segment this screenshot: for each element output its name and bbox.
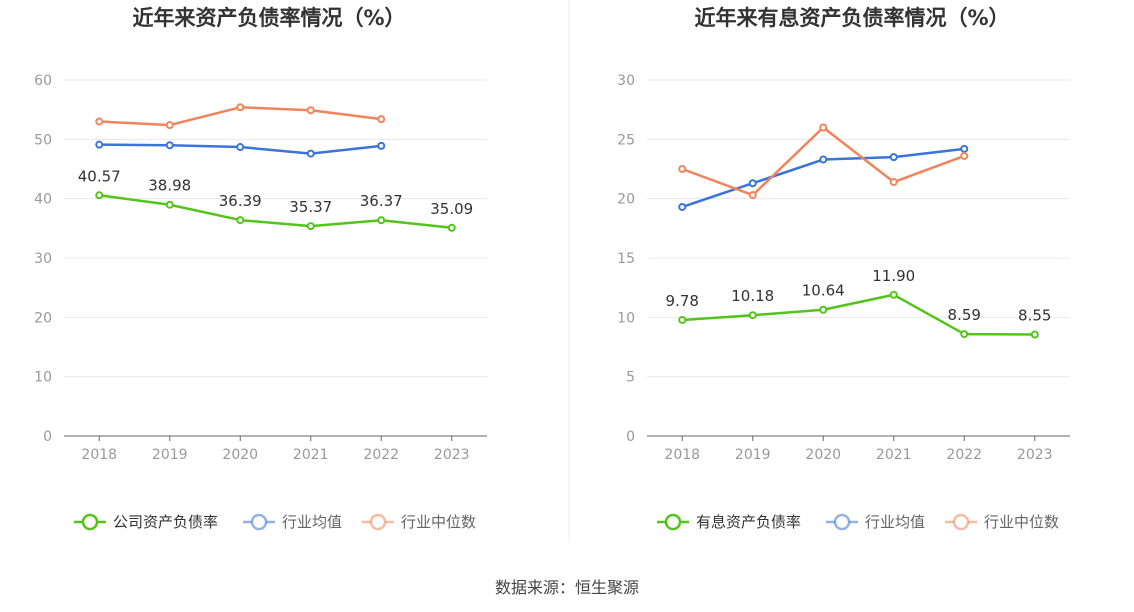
data-point-industry_median xyxy=(95,117,104,126)
x-tick-label: 2023 xyxy=(1017,447,1053,463)
y-tick-label: 50 xyxy=(34,132,52,148)
data-point-industry_avg xyxy=(748,179,757,188)
legend-label: 行业中位数 xyxy=(401,513,476,531)
data-point-industry_avg xyxy=(165,141,174,150)
x-tick-label: 2020 xyxy=(222,447,258,463)
data-point-industry_avg xyxy=(960,144,969,153)
y-tick-label: 60 xyxy=(34,73,52,89)
data-point-company xyxy=(377,216,386,225)
x-tick-label: 2023 xyxy=(434,447,470,463)
legend-item-industry_median: 行业中位数 xyxy=(362,513,476,531)
data-label: 8.59 xyxy=(948,306,981,324)
data-point-industry_avg xyxy=(819,155,828,164)
legend-label: 有息资产负债率 xyxy=(696,513,801,531)
data-label: 8.55 xyxy=(1018,307,1051,325)
legend-item-industry_avg: 行业均值 xyxy=(243,513,342,531)
y-tick-label: 0 xyxy=(626,429,635,445)
y-tick-label: 20 xyxy=(34,310,52,326)
data-label: 9.78 xyxy=(666,292,699,310)
x-tick-label: 2019 xyxy=(735,447,771,463)
y-tick-label: 30 xyxy=(34,251,52,267)
legend-marker xyxy=(81,513,99,531)
x-tick-label: 2019 xyxy=(152,447,188,463)
data-label: 35.09 xyxy=(430,200,473,218)
data-label: 40.57 xyxy=(78,167,121,185)
data-point-industry_median xyxy=(165,121,174,130)
y-tick-label: 5 xyxy=(626,370,635,386)
data-point-industry_median xyxy=(306,106,315,115)
y-tick-label: 20 xyxy=(617,192,635,208)
data-point-company xyxy=(819,305,828,314)
series-line-company xyxy=(99,194,452,230)
data-point-industry_avg xyxy=(678,202,687,211)
data-label: 38.98 xyxy=(148,177,191,195)
legend-marker xyxy=(369,513,387,531)
legend-marker xyxy=(952,513,970,531)
data-label: 10.64 xyxy=(802,282,845,300)
series-line-company xyxy=(682,293,1035,336)
legend-item-company: 有息资产负债率 xyxy=(657,513,801,531)
data-point-industry_median xyxy=(960,151,969,160)
data-point-company xyxy=(960,330,969,339)
x-tick-label: 2022 xyxy=(363,447,399,463)
x-tick-label: 2018 xyxy=(81,447,117,463)
legend-label: 行业中位数 xyxy=(984,513,1059,531)
data-point-company xyxy=(236,216,245,225)
data-point-industry_median xyxy=(678,165,687,173)
legend-label: 行业均值 xyxy=(865,513,925,531)
data-point-company xyxy=(165,200,174,209)
chart-title: 近年来资产负债率情况（%） xyxy=(132,6,405,30)
x-tick-label: 2022 xyxy=(946,447,982,463)
data-point-company xyxy=(1030,330,1039,339)
data-point-industry_avg xyxy=(236,143,245,152)
data-point-company xyxy=(889,290,898,299)
data-point-company xyxy=(748,311,757,320)
x-tick-label: 2020 xyxy=(805,447,841,463)
y-tick-label: 15 xyxy=(617,251,635,267)
legend-item-industry_avg: 行业均值 xyxy=(826,513,925,531)
data-point-company xyxy=(678,315,687,324)
data-point-industry_median xyxy=(377,115,386,124)
data-label: 35.37 xyxy=(289,198,332,216)
data-label: 10.18 xyxy=(731,287,774,305)
x-tick-label: 2021 xyxy=(876,447,912,463)
legend-label: 行业均值 xyxy=(282,513,342,531)
data-point-industry_avg xyxy=(306,149,315,158)
y-tick-label: 30 xyxy=(617,73,635,89)
y-tick-label: 25 xyxy=(617,132,635,148)
legend-item-company: 公司资产负债率 xyxy=(74,513,218,531)
data-point-industry_median xyxy=(748,191,757,200)
data-point-industry_avg xyxy=(889,153,898,162)
chart-title: 近年来有息资产负债率情况（%） xyxy=(694,6,1009,30)
data-point-industry_median xyxy=(889,178,898,187)
legend-marker xyxy=(250,513,268,531)
data-point-industry_median xyxy=(819,123,828,132)
legend-label: 公司资产负债率 xyxy=(113,513,218,531)
legend-item-industry_median: 行业中位数 xyxy=(945,513,1059,531)
chart-panel-2: 近年来有息资产负债率情况（%） 0 5 10 15 20 25 30 2018 2019 2020 2… xyxy=(617,6,1070,531)
chart-panel-1: 近年来资产负债率情况（%） 0 10 20 30 40 50 60 2018 2019 2020 20… xyxy=(34,6,487,531)
data-point-company xyxy=(306,222,315,231)
y-tick-label: 10 xyxy=(617,310,635,326)
data-point-industry_avg xyxy=(95,140,104,149)
data-point-company xyxy=(447,223,456,232)
data-point-industry_avg xyxy=(377,141,386,150)
y-tick-label: 0 xyxy=(43,429,52,445)
data-point-industry_median xyxy=(236,103,245,112)
legend-marker xyxy=(833,513,851,531)
data-label: 11.90 xyxy=(872,267,915,285)
legend-marker xyxy=(664,513,682,531)
data-source-note: 数据来源：恒生聚源 xyxy=(494,578,639,597)
y-tick-label: 40 xyxy=(34,192,52,208)
data-label: 36.39 xyxy=(219,192,262,210)
data-label: 36.37 xyxy=(360,192,403,210)
x-tick-label: 2021 xyxy=(293,447,329,463)
x-tick-label: 2018 xyxy=(664,447,700,463)
data-point-company xyxy=(95,191,104,200)
y-tick-label: 10 xyxy=(34,370,52,386)
